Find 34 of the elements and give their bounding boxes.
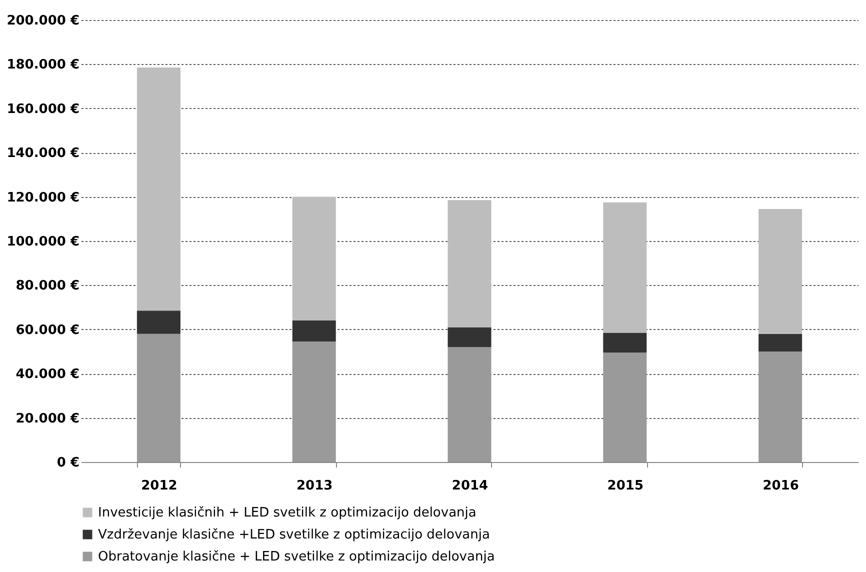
x-tick-label: 2014: [452, 478, 488, 494]
y-tick-label: 80.000 €: [16, 278, 80, 294]
y-tick-label: 20.000 €: [16, 411, 80, 426]
y-tick-label: 60.000 €: [16, 322, 80, 338]
bar: [758, 208, 802, 334]
y-tick-label: 160.000 €: [6, 102, 80, 117]
bar: [292, 320, 336, 342]
y-tick-label: 40.000 €: [16, 367, 80, 382]
legend-label: Obratovanje klasične + LED svetilke z optimizacijo delovanja: [98, 550, 495, 564]
bar: [603, 332, 647, 353]
legend-label: Investicije klasičnih + LED svetilk z optimizacijo delovanja: [98, 506, 476, 520]
bar: [603, 352, 647, 462]
bar: [292, 342, 336, 462]
bar: [448, 327, 492, 348]
bar: [136, 334, 180, 462]
y-tick-label: 120.000 €: [6, 190, 80, 206]
x-tick-label: 2016: [762, 478, 799, 494]
bar: [448, 347, 492, 462]
x-tick-label: 2015: [607, 478, 644, 494]
bar: [603, 202, 647, 333]
y-tick-label: 200.000 €: [6, 14, 80, 28]
bar: [758, 352, 802, 462]
bar: [448, 200, 492, 328]
bar: [292, 196, 336, 321]
x-tick-label: 2013: [296, 478, 333, 494]
bar: [758, 334, 802, 352]
y-tick-label: 180.000 €: [6, 58, 80, 73]
legend-label: Vzdrževanje klasične +LED svetilke z optimizacijo delovanja: [98, 528, 490, 542]
x-tick-label: 2012: [141, 478, 178, 494]
y-tick-label: 140.000 €: [6, 146, 80, 162]
bar: [136, 310, 180, 334]
y-tick-label: 100.000 €: [6, 234, 80, 250]
y-tick-label: 0 €: [56, 456, 80, 470]
bar: [136, 68, 180, 311]
